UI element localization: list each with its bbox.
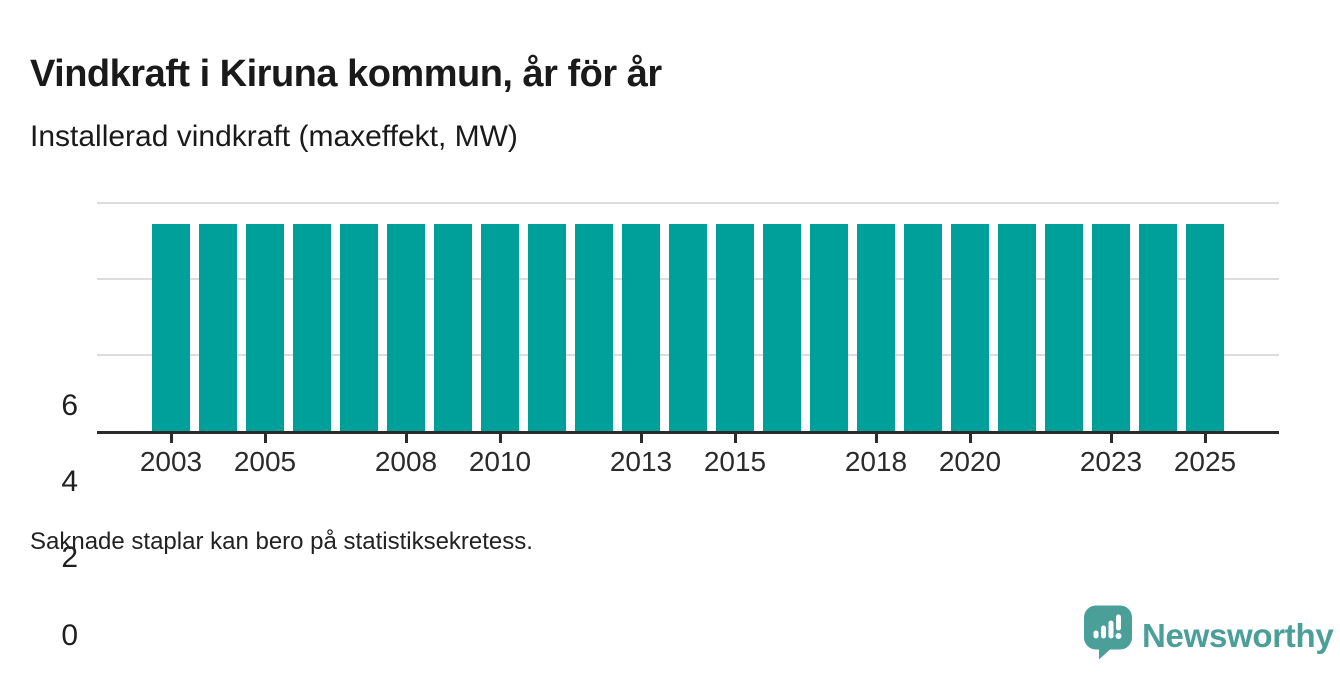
bar-2012 [575, 224, 613, 431]
bar-2022 [1045, 224, 1083, 431]
bar-2016 [763, 224, 801, 431]
bar-2019 [904, 224, 942, 431]
x-tick-2015 [733, 434, 737, 443]
x-tick-label-2008: 2008 [374, 446, 438, 477]
y-tick-label-4: 4 [61, 465, 78, 498]
newsworthy-logo-text: Newsworthy [1142, 616, 1334, 654]
bar-2023 [1092, 224, 1130, 431]
x-tick-label-2025: 2025 [1173, 446, 1237, 477]
speech-bubble-bar-chart-icon [1084, 605, 1132, 666]
bar-2015 [716, 224, 754, 431]
bar-2025 [1186, 224, 1224, 431]
bar-chart: 2003 2005 2008 2010 2013 2015 2018 2020 2023 2025… [0, 202, 1340, 650]
bar-series [152, 224, 1224, 431]
x-tick-2018 [874, 434, 878, 443]
x-tick-label-2010: 2010 [468, 446, 532, 477]
x-tick-label-2015: 2015 [703, 446, 767, 477]
x-tick-2013 [639, 434, 643, 443]
bar-2024 [1139, 224, 1177, 431]
x-tick-2005 [263, 434, 267, 443]
x-tick-label-2005: 2005 [233, 446, 297, 477]
y-tick-label-2: 2 [61, 541, 78, 574]
newsworthy-logo: Newsworthy [1084, 605, 1334, 666]
footnote: Saknade staplar kan bero på statistiksek… [30, 528, 533, 555]
bar-2007 [340, 224, 378, 431]
bar-2011 [528, 224, 566, 431]
bar-2010 [481, 224, 519, 431]
y-tick-label-6: 6 [61, 389, 78, 422]
plot-area: 2003 2005 2008 2010 2013 2015 2018 2020 2023 2025 [97, 202, 1279, 477]
x-tick-2020 [968, 434, 972, 443]
x-tick-label-2003: 2003 [139, 446, 203, 477]
y-tick-label-0: 0 [61, 618, 78, 652]
x-tick-2003 [169, 434, 173, 443]
page-title: Vindkraft i Kiruna kommun, år för år [30, 53, 662, 96]
x-tick-2023 [1109, 434, 1113, 443]
bar-2018 [857, 224, 895, 431]
bar-2013 [622, 224, 660, 431]
gridline-y-6 [97, 202, 1279, 204]
bar-2009 [434, 224, 472, 431]
bar-2008 [387, 224, 425, 431]
x-tick-2025 [1203, 434, 1207, 443]
x-tick-label-2020: 2020 [938, 446, 1002, 477]
chart-subtitle: Installerad vindkraft (maxeffekt, MW) [30, 120, 518, 153]
bar-2021 [998, 224, 1036, 431]
bar-2005 [246, 224, 284, 431]
x-tick-label-2018: 2018 [844, 446, 908, 477]
x-tick-2008 [404, 434, 408, 443]
bar-2014 [669, 224, 707, 431]
bar-2004 [199, 224, 237, 431]
x-tick-label-2013: 2013 [609, 446, 673, 477]
x-tick-label-2023: 2023 [1079, 446, 1143, 477]
x-tick-2010 [498, 434, 502, 443]
bar-2020 [951, 224, 989, 431]
bar-2003 [152, 224, 190, 431]
bar-2017 [810, 224, 848, 431]
bar-2006 [293, 224, 331, 431]
